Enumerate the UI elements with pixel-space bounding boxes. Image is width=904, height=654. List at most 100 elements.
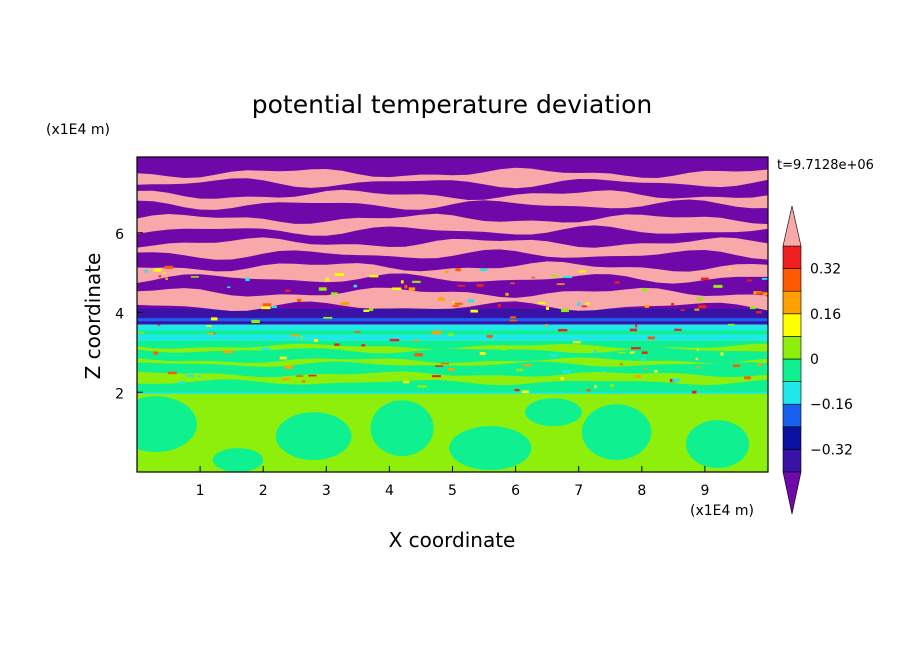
perturbation-speck — [617, 351, 626, 354]
perturbation-speck — [744, 376, 751, 380]
perturbation-speck — [206, 325, 212, 328]
warm-layer — [137, 261, 768, 284]
perturbation-speck — [222, 350, 233, 354]
perturbation-speck — [629, 328, 637, 332]
perturbation-speck — [444, 270, 449, 274]
perturbation-speck — [153, 351, 158, 355]
perturbation-speck — [601, 370, 606, 373]
perturbation-speck — [696, 297, 703, 301]
colorbar-segment — [782, 403, 802, 428]
colorbar: 0.32 0.16 0 −0.16 −0.32 — [782, 205, 853, 515]
perturbation-speck — [206, 332, 214, 335]
perturbation-speck — [576, 302, 581, 306]
perturbation-speck — [647, 336, 655, 340]
perturbation-speck — [408, 287, 416, 291]
perturbation-speck — [285, 289, 291, 292]
perturbation-speck — [766, 294, 768, 297]
perturbation-speck — [271, 305, 277, 309]
perturbation-speck — [318, 287, 327, 291]
perturbation-speck — [389, 338, 400, 342]
perturbation-speck — [334, 343, 340, 346]
perturbation-speck — [369, 308, 374, 312]
perturbation-speck — [561, 308, 569, 313]
perturbation-speck — [619, 363, 624, 366]
perturbation-speck — [629, 351, 635, 354]
perturbation-speck — [756, 310, 762, 314]
perturbation-speck — [157, 324, 161, 326]
perturbation-speck — [353, 284, 358, 288]
y-tick-label: 2 — [115, 386, 124, 402]
x-axis-label: X coordinate — [389, 528, 516, 552]
contour-field — [137, 157, 768, 472]
perturbation-speck — [680, 309, 685, 311]
perturbation-speck — [323, 316, 333, 319]
perturbation-speck — [531, 276, 535, 279]
perturbation-speck — [295, 375, 304, 377]
x-tick-label: 7 — [574, 483, 583, 499]
warm-layer — [137, 237, 768, 260]
perturbation-speck — [581, 305, 587, 308]
colorbar-segment — [782, 290, 802, 315]
y-tick-label: 4 — [115, 307, 124, 323]
chart-title: potential temperature deviation — [252, 90, 652, 119]
perturbation-speck — [691, 390, 697, 394]
perturbation-speck — [414, 353, 423, 357]
perturbation-speck — [417, 385, 427, 388]
perturbation-speck — [454, 302, 463, 305]
perturbation-speck — [635, 375, 642, 378]
perturbation-speck — [467, 299, 475, 303]
perturbation-speck — [308, 374, 317, 377]
colorbar-lower-extension — [782, 471, 802, 515]
perturbation-speck — [635, 324, 638, 328]
perturbation-speck — [262, 303, 272, 307]
x-tick-label: 9 — [700, 483, 709, 499]
perturbation-speck — [586, 388, 591, 392]
colorbar-label: 0.16 — [810, 307, 841, 323]
colorbar-label: −0.32 — [810, 442, 853, 458]
warm-layer — [137, 287, 768, 311]
perturbation-speck — [290, 334, 299, 337]
plume-region — [525, 398, 582, 427]
colorbar-segment — [782, 449, 802, 473]
perturbation-speck — [550, 275, 559, 277]
perturbation-speck — [251, 319, 260, 324]
perturbation-speck — [167, 371, 177, 375]
perturbation-speck — [300, 335, 303, 340]
perturbation-speck — [694, 308, 700, 311]
x-tick-label: 8 — [637, 483, 646, 499]
perturbation-speck — [437, 297, 445, 301]
perturbation-speck — [593, 350, 597, 354]
perturbation-speck — [550, 353, 558, 357]
plume-region — [137, 396, 197, 453]
perturbation-speck — [585, 302, 591, 305]
perturbation-speck — [762, 292, 768, 296]
perturbation-speck — [138, 331, 145, 334]
perturbation-speck — [696, 366, 700, 369]
perturbation-speck — [603, 349, 612, 352]
perturbation-speck — [720, 352, 724, 356]
perturbation-speck — [269, 324, 279, 327]
perturbation-speck — [158, 275, 162, 278]
perturbation-speck — [391, 287, 402, 290]
perturbation-speck — [282, 377, 291, 381]
perturbation-speck — [435, 365, 443, 367]
y-tick-label: 6 — [115, 227, 124, 243]
stable-sublayer — [137, 371, 768, 386]
perturbation-speck — [260, 347, 271, 350]
cyan-sublayer — [137, 330, 768, 335]
perturbation-speck — [505, 292, 509, 296]
perturbation-speck — [515, 368, 523, 372]
perturbation-speck — [447, 367, 455, 371]
colorbar-label: 0 — [810, 352, 819, 368]
warm-layer — [137, 213, 768, 236]
perturbation-speck — [139, 379, 150, 383]
perturbation-speck — [186, 375, 195, 378]
x-tick-label: 2 — [259, 483, 268, 499]
perturbation-speck — [164, 265, 173, 269]
perturbation-speck — [700, 277, 709, 281]
perturbation-speck — [404, 285, 408, 289]
perturbation-speck — [144, 269, 148, 273]
x-unit-label: (x1E4 m) — [690, 503, 754, 519]
perturbation-speck — [340, 301, 350, 305]
